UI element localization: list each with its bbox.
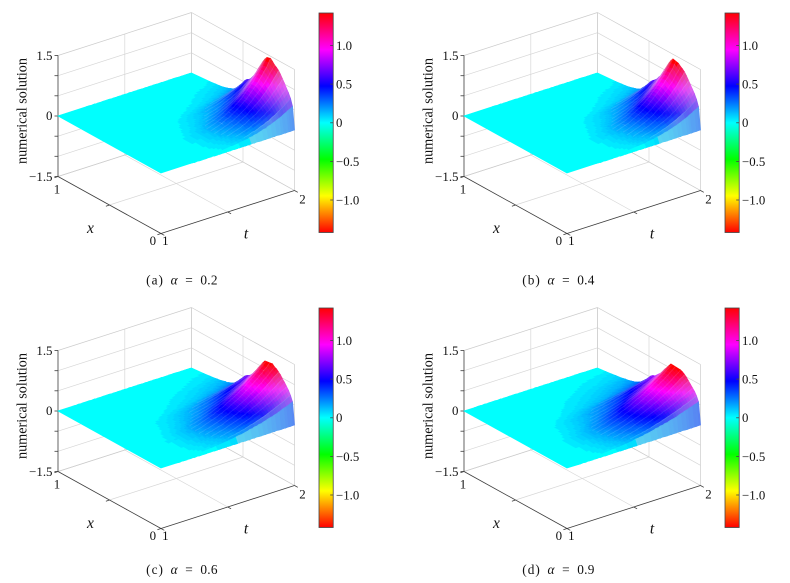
svg-text:(d) α = 0.9: (d) α = 0.9 [522, 562, 595, 577]
svg-text:(b) α = 0.4: (b) α = 0.4 [522, 273, 595, 288]
svg-text:(c) α = 0.6: (c) α = 0.6 [146, 562, 218, 577]
svg-text:(a) α = 0.2: (a) α = 0.2 [146, 273, 218, 288]
